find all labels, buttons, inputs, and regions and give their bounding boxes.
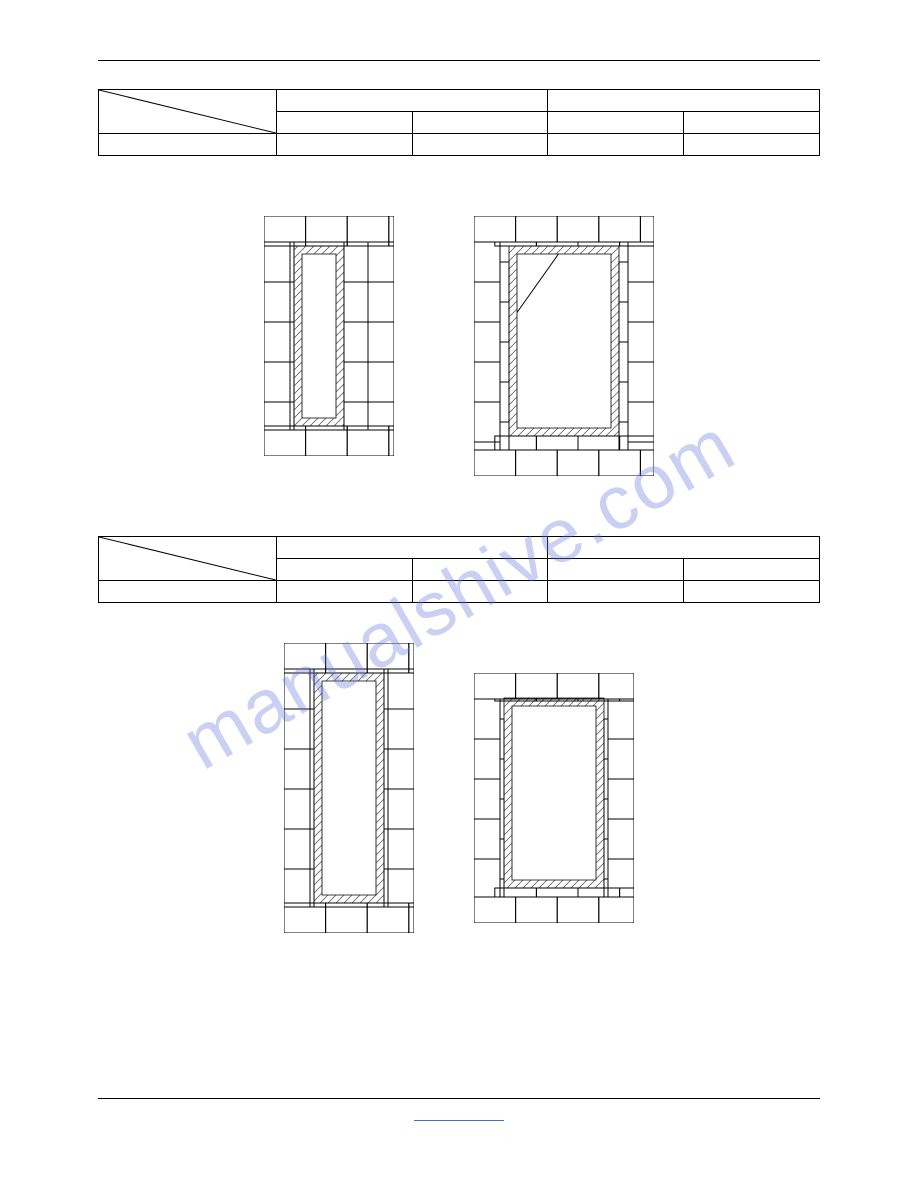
table-cell bbox=[412, 559, 548, 581]
table-cell bbox=[276, 581, 412, 603]
diagram-row-2 bbox=[98, 643, 820, 933]
brick-diagram-2 bbox=[474, 216, 654, 476]
table-cell bbox=[412, 581, 548, 603]
table-cell bbox=[684, 112, 820, 134]
footer-link-underline bbox=[414, 1120, 504, 1121]
data-table-1 bbox=[98, 89, 820, 156]
diagonal-line bbox=[99, 90, 276, 133]
diagram-row-1 bbox=[98, 216, 820, 476]
table-row bbox=[99, 537, 820, 559]
table-cell bbox=[99, 134, 277, 156]
table-cell bbox=[548, 537, 820, 559]
table-cell bbox=[276, 112, 412, 134]
brick-diagram-4 bbox=[474, 673, 634, 923]
brick-diagram-1 bbox=[264, 216, 394, 456]
diagonal-header-cell bbox=[99, 90, 277, 134]
table-cell bbox=[412, 134, 548, 156]
table-cell bbox=[548, 581, 684, 603]
table-cell bbox=[548, 134, 684, 156]
table-cell bbox=[684, 581, 820, 603]
table-row bbox=[99, 134, 820, 156]
data-table-2 bbox=[98, 536, 820, 603]
header-rule bbox=[98, 60, 820, 61]
table-cell bbox=[276, 537, 548, 559]
brick-diagram-3 bbox=[284, 643, 414, 933]
table-cell bbox=[276, 90, 548, 112]
footer-rule bbox=[98, 1098, 820, 1099]
table-row bbox=[99, 581, 820, 603]
table-cell bbox=[412, 112, 548, 134]
table-cell bbox=[99, 581, 277, 603]
table-cell bbox=[684, 559, 820, 581]
diagonal-header-cell bbox=[99, 537, 277, 581]
table-cell bbox=[276, 559, 412, 581]
table-cell bbox=[548, 112, 684, 134]
table-cell bbox=[276, 134, 412, 156]
diagonal-line bbox=[99, 537, 276, 580]
table-cell bbox=[548, 90, 820, 112]
table-cell bbox=[684, 134, 820, 156]
table-row bbox=[99, 90, 820, 112]
table-cell bbox=[548, 559, 684, 581]
